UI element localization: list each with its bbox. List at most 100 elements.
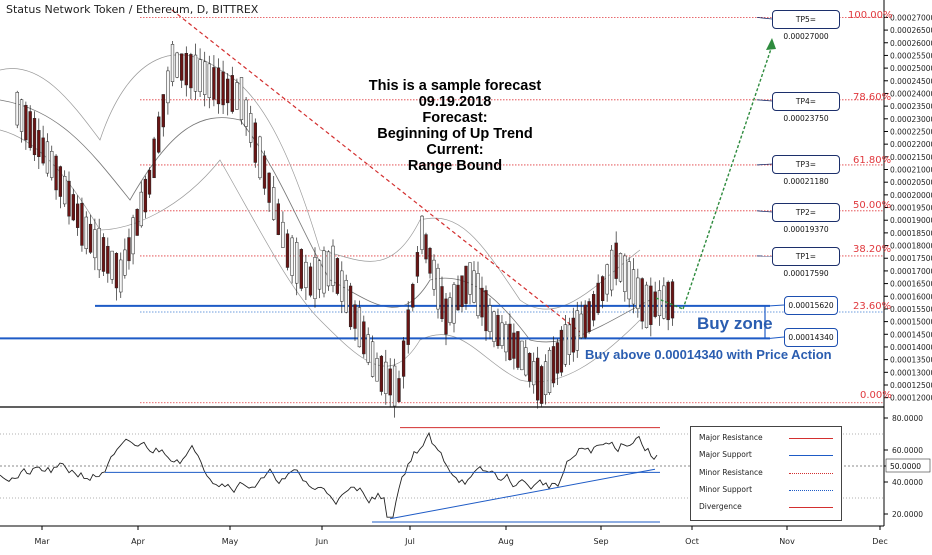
candle-up bbox=[305, 262, 308, 288]
candle-down bbox=[128, 238, 131, 261]
candle-down bbox=[37, 130, 40, 156]
candle-up bbox=[327, 252, 330, 286]
y-tick-label: 0.00018500 bbox=[890, 229, 932, 238]
candle-down bbox=[481, 288, 484, 317]
osc-current-value: 50.0000 bbox=[890, 462, 921, 471]
candle-up bbox=[240, 77, 243, 119]
candle-down bbox=[33, 118, 36, 154]
legend-swatch bbox=[789, 490, 833, 491]
y-tick-label: 0.00020000 bbox=[890, 191, 932, 200]
y-tick-label: 0.00027000 bbox=[890, 13, 932, 22]
candle-down bbox=[102, 237, 105, 271]
y-tick-label: 0.00017000 bbox=[890, 267, 932, 276]
y-tick-label: 0.00013500 bbox=[890, 356, 932, 365]
candle-down bbox=[588, 301, 591, 331]
candle-up bbox=[568, 325, 571, 355]
candle-down bbox=[641, 279, 644, 322]
legend-label: Minor Resistance bbox=[699, 468, 763, 477]
candle-up bbox=[645, 285, 648, 328]
candle-up bbox=[520, 341, 523, 370]
tp2-callout: TP2= 0.00019370 bbox=[772, 203, 840, 222]
candle-up bbox=[433, 260, 436, 289]
candle-down bbox=[190, 54, 193, 88]
candle-up bbox=[564, 325, 567, 365]
candle-up bbox=[194, 55, 197, 91]
candle-up bbox=[662, 286, 665, 318]
candle-up bbox=[477, 273, 480, 315]
candle-down bbox=[144, 179, 147, 212]
tp4-callout: TP4= 0.00023750 bbox=[772, 92, 840, 111]
candle-down bbox=[254, 123, 257, 163]
candle-up bbox=[636, 278, 639, 309]
x-tick-label: Dec bbox=[872, 537, 887, 546]
x-tick-label: Jul bbox=[404, 537, 415, 546]
candle-up bbox=[544, 362, 547, 395]
candle-down bbox=[465, 266, 468, 304]
candle-down bbox=[157, 117, 160, 152]
candle-down bbox=[560, 330, 563, 372]
candle-up bbox=[493, 312, 496, 342]
candle-down bbox=[485, 290, 488, 330]
candle-up bbox=[323, 251, 326, 293]
candle-up bbox=[291, 238, 294, 276]
candle-up bbox=[132, 218, 135, 254]
candle-up bbox=[393, 366, 396, 406]
y-tick-label: 0.00025500 bbox=[890, 51, 932, 60]
candle-down bbox=[407, 310, 410, 345]
candle-up bbox=[314, 257, 317, 298]
y-tick-label: 0.00025000 bbox=[890, 64, 932, 73]
forecast-line: This is a sample forecast bbox=[340, 78, 570, 94]
candle-down bbox=[425, 235, 428, 259]
legend-swatch bbox=[789, 455, 833, 456]
candle-up bbox=[632, 270, 635, 304]
candle-down bbox=[213, 67, 216, 99]
candle-up bbox=[98, 228, 101, 270]
candle-up bbox=[318, 261, 321, 289]
candle-down bbox=[76, 204, 79, 228]
candle-up bbox=[501, 323, 504, 346]
candle-down bbox=[349, 286, 352, 327]
candle-up bbox=[208, 64, 211, 98]
candle-down bbox=[68, 181, 71, 216]
candle-up bbox=[93, 230, 96, 258]
legend-swatch bbox=[789, 507, 833, 508]
candle-down bbox=[445, 299, 448, 334]
candle-down bbox=[185, 53, 188, 85]
candle-up bbox=[548, 350, 551, 392]
candle-down bbox=[429, 248, 432, 273]
candle-up bbox=[85, 217, 88, 249]
y-tick-label: 0.00024500 bbox=[890, 77, 932, 86]
y-tick-label: 0.00013000 bbox=[890, 368, 932, 377]
candle-down bbox=[180, 54, 183, 81]
candle-down bbox=[336, 258, 339, 293]
candle-down bbox=[512, 333, 515, 359]
candle-down bbox=[354, 305, 357, 329]
forecast-note: This is a sample forecast 09.19.2018 For… bbox=[340, 78, 570, 174]
candle-down bbox=[671, 282, 674, 318]
candle-down bbox=[509, 324, 512, 360]
candle-down bbox=[136, 209, 139, 235]
candle-up bbox=[384, 362, 387, 394]
candle-up bbox=[63, 176, 66, 204]
candle-down bbox=[416, 252, 419, 276]
x-tick-label: Mar bbox=[34, 537, 50, 546]
legend-swatch bbox=[789, 473, 833, 474]
candle-up bbox=[20, 100, 23, 132]
candle-up bbox=[171, 44, 174, 81]
candle-up bbox=[340, 271, 343, 301]
candle-up bbox=[123, 250, 126, 275]
candle-down bbox=[540, 366, 543, 403]
tp1-callout: TP1= 0.00017590 bbox=[772, 247, 840, 266]
candle-down bbox=[667, 282, 670, 320]
osc-y-tick-label: 60.0000 bbox=[892, 446, 923, 455]
y-tick-label: 0.00016000 bbox=[890, 292, 932, 301]
candle-down bbox=[572, 318, 575, 352]
candle-down bbox=[649, 286, 652, 325]
candle-down bbox=[162, 94, 165, 127]
candle-up bbox=[449, 298, 452, 323]
candle-down bbox=[55, 156, 58, 190]
candle-down bbox=[309, 267, 312, 295]
y-tick-label: 0.00015500 bbox=[890, 305, 932, 314]
candle-up bbox=[249, 113, 252, 142]
tp3-callout: TP3= 0.00021180 bbox=[772, 155, 840, 174]
